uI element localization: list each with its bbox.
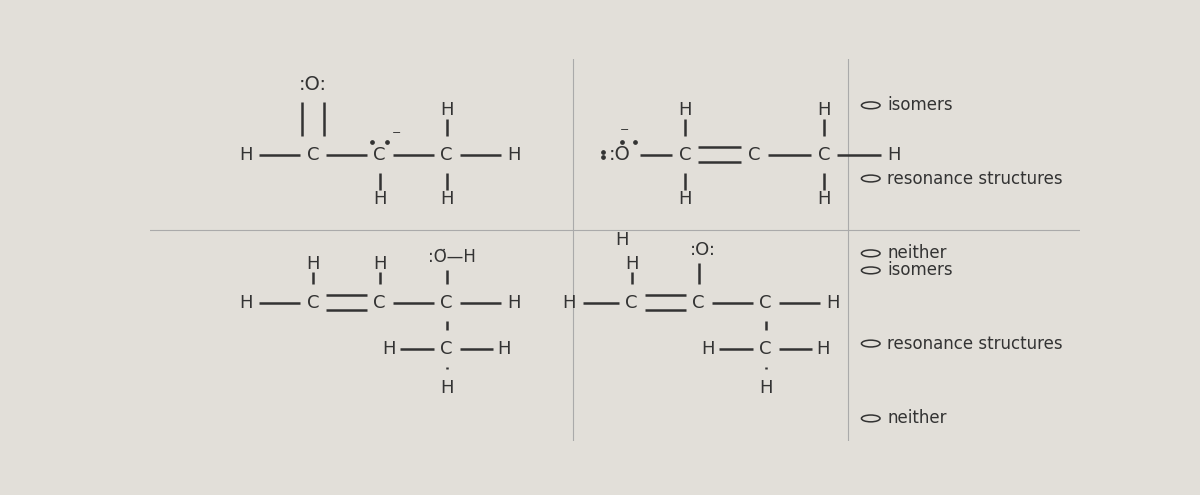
Text: H: H xyxy=(817,190,830,208)
Text: C: C xyxy=(749,146,761,164)
Text: H: H xyxy=(498,340,511,358)
Text: resonance structures: resonance structures xyxy=(888,335,1063,352)
Text: H: H xyxy=(758,379,773,397)
Text: −: − xyxy=(391,128,401,138)
Text: H: H xyxy=(239,294,252,312)
Text: −: − xyxy=(619,125,629,135)
Text: H: H xyxy=(506,146,521,164)
Text: C: C xyxy=(306,146,319,164)
Text: H: H xyxy=(306,254,319,273)
Text: isomers: isomers xyxy=(888,97,953,114)
Text: C: C xyxy=(625,294,638,312)
Text: C: C xyxy=(678,146,691,164)
Text: H: H xyxy=(625,254,638,273)
Text: H: H xyxy=(678,101,691,119)
Text: C: C xyxy=(373,294,386,312)
Text: :O:: :O: xyxy=(299,75,326,95)
Text: C: C xyxy=(440,294,452,312)
Text: H: H xyxy=(383,340,396,358)
Text: resonance structures: resonance structures xyxy=(888,169,1063,188)
Text: H: H xyxy=(506,294,521,312)
Text: H: H xyxy=(817,101,830,119)
Text: H: H xyxy=(816,340,830,358)
Text: C: C xyxy=(760,340,772,358)
Text: H: H xyxy=(563,294,576,312)
Text: H: H xyxy=(373,254,386,273)
Text: C: C xyxy=(760,294,772,312)
Text: H: H xyxy=(373,190,386,208)
Text: H: H xyxy=(826,294,839,312)
Text: C: C xyxy=(373,146,386,164)
Text: C: C xyxy=(306,294,319,312)
Text: H: H xyxy=(678,190,691,208)
Text: isomers: isomers xyxy=(888,261,953,279)
Text: :O:: :O: xyxy=(690,241,716,259)
Text: C: C xyxy=(440,146,452,164)
Text: H: H xyxy=(440,101,454,119)
Text: :O: :O xyxy=(608,145,630,164)
Text: H: H xyxy=(616,231,629,249)
Text: :Ö—H: :Ö—H xyxy=(428,248,476,266)
Text: H: H xyxy=(440,379,454,397)
Text: H: H xyxy=(887,146,901,164)
Text: H: H xyxy=(440,190,454,208)
Text: C: C xyxy=(440,340,452,358)
Text: H: H xyxy=(701,340,715,358)
Text: neither: neither xyxy=(888,409,947,427)
Text: H: H xyxy=(239,146,252,164)
Text: C: C xyxy=(692,294,704,312)
Text: neither: neither xyxy=(888,245,947,262)
Text: C: C xyxy=(818,146,830,164)
